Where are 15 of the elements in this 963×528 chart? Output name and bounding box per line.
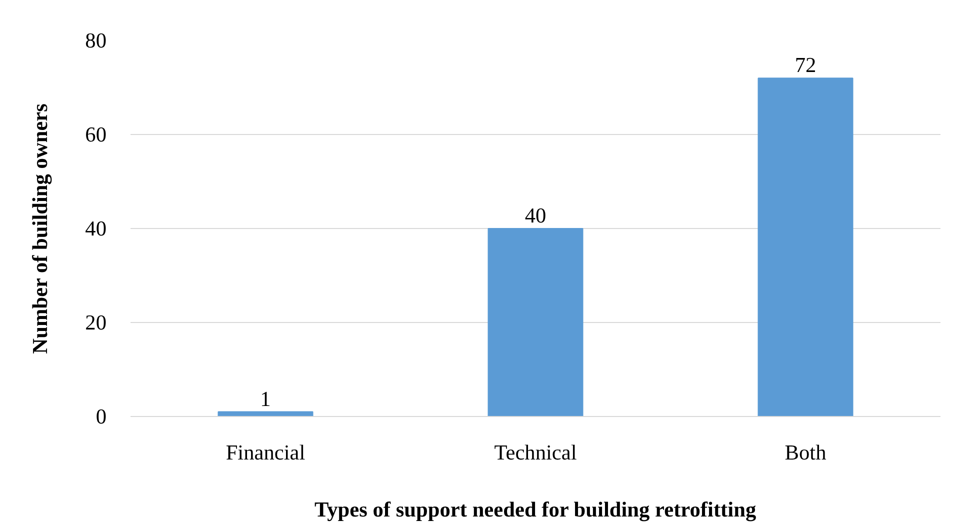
data-label: 40: [524, 204, 546, 228]
bar: [488, 228, 584, 416]
data-label: 1: [260, 386, 271, 411]
x-tick-label: Financial: [226, 440, 306, 464]
bar: [758, 78, 854, 416]
x-tick-label: Both: [784, 440, 827, 464]
x-axis-title: Types of support needed for building retrofitting: [314, 498, 756, 522]
y-tick-label: 60: [85, 122, 106, 146]
x-tick-label: Technical: [494, 440, 577, 464]
y-axis-title: Number of building owners: [28, 104, 52, 354]
y-tick-label: 0: [96, 404, 107, 428]
y-tick-label: 80: [85, 28, 106, 52]
data-label: 72: [794, 53, 816, 78]
y-tick-label: 40: [85, 216, 106, 240]
y-tick-label: 20: [85, 310, 106, 334]
